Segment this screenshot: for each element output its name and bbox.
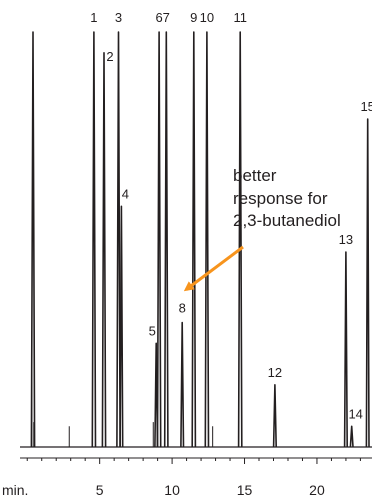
peak-label-9: 9 — [190, 10, 197, 25]
peak-label-10: 10 — [200, 10, 214, 25]
peak-6 — [156, 31, 162, 448]
peak-14 — [349, 425, 354, 448]
x-tick-label: 15 — [237, 482, 253, 498]
peak-label-2: 2 — [106, 49, 113, 64]
peak-15 — [365, 118, 370, 448]
peak-label-15: 15 — [360, 99, 372, 114]
peak-10 — [204, 31, 210, 448]
annotation-line-1: better — [233, 166, 277, 185]
peak-12 — [272, 384, 277, 448]
peak-label-7: 7 — [163, 10, 170, 25]
peak-7 — [163, 31, 169, 448]
x-tick-label: 5 — [96, 482, 104, 498]
peak-13 — [343, 251, 348, 448]
peak-8 — [180, 321, 185, 448]
peak-4 — [119, 205, 124, 448]
peak-label-14: 14 — [348, 406, 362, 421]
baseline-noise — [31, 330, 214, 447]
peak-label-12: 12 — [268, 365, 282, 380]
x-axis-label: min. — [2, 482, 28, 498]
peak-11 — [237, 31, 243, 448]
peak-label-8: 8 — [179, 301, 186, 316]
annotation-line-3: 2,3-butanediol — [233, 211, 341, 230]
annotation-line-2: response for — [233, 189, 328, 208]
peak-label-6: 6 — [155, 10, 162, 25]
x-tick-label: 20 — [309, 482, 325, 498]
peak-label-13: 13 — [339, 232, 353, 247]
x-tick-label: 10 — [164, 482, 180, 498]
peak-label-5: 5 — [149, 323, 156, 338]
peak-1 — [91, 31, 97, 448]
peak-label-11: 11 — [233, 10, 247, 25]
annotation: better response for 2,3-butanediol — [183, 166, 341, 292]
peak-label-4: 4 — [122, 186, 129, 201]
annotation-arrow — [183, 245, 244, 292]
peak-2 — [101, 52, 107, 448]
peak-label-1: 1 — [90, 10, 97, 25]
annotation-text: better response for 2,3-butanediol — [233, 166, 341, 230]
x-axis: 5 10 15 20 — [20, 457, 372, 498]
peak-label-3: 3 — [115, 10, 122, 25]
peak-9 — [191, 31, 197, 448]
peak-solvent — [30, 31, 36, 448]
peak-3 — [116, 31, 121, 448]
chromatogram-trace — [20, 31, 372, 448]
